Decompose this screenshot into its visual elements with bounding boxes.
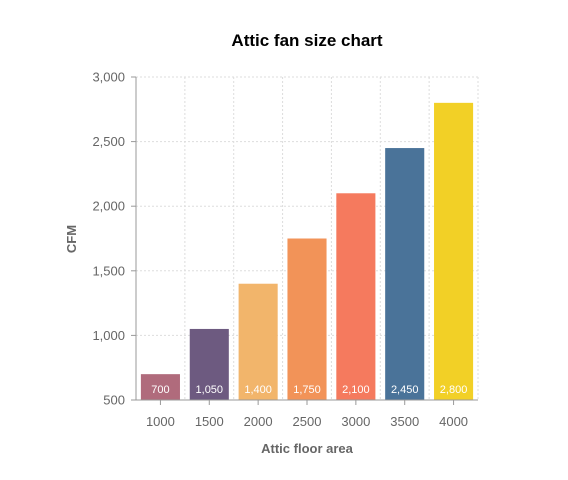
bar-1000	[140, 374, 180, 400]
bar-2500	[287, 238, 327, 400]
data-label: 2,450	[391, 384, 419, 396]
y-tick-label: 3,000	[92, 70, 125, 85]
y-tick-label: 2,000	[92, 199, 125, 214]
bars	[140, 102, 474, 400]
bar-3000	[336, 193, 376, 400]
x-axis-title: Attic floor area	[261, 441, 354, 456]
bar-2000	[238, 283, 278, 400]
y-axis-title: CFM	[64, 225, 79, 253]
data-label: 1,750	[293, 384, 321, 396]
y-tick-label: 1,500	[92, 263, 125, 278]
data-label: 2,100	[342, 384, 370, 396]
bar-3500	[385, 148, 425, 400]
data-label: 1,400	[244, 384, 272, 396]
x-tick-label: 1500	[195, 414, 224, 429]
x-tick-label: 3000	[341, 414, 370, 429]
bar-1500	[189, 328, 229, 400]
x-tick-label: 3500	[390, 414, 419, 429]
x-tick-label: 1000	[146, 414, 175, 429]
y-tick-label: 1,000	[92, 328, 125, 343]
bar-4000	[434, 102, 474, 400]
data-labels: 700 1,050 1,400 1,750 2,100 2,450 2,800	[151, 384, 467, 396]
x-tick-label: 4000	[439, 414, 468, 429]
chart-title: Attic fan size chart	[231, 31, 382, 50]
tick-labels: 500 1,000 1,500 2,000 2,500 3,000 1000 1500 2000…	[92, 70, 468, 430]
x-tick-label: 2500	[293, 414, 322, 429]
y-tick-label: 2,500	[92, 134, 125, 149]
y-tick-label: 500	[103, 393, 125, 408]
data-label: 2,800	[440, 384, 468, 396]
data-label: 700	[151, 384, 169, 396]
axes	[131, 76, 478, 405]
x-tick-label: 2000	[244, 414, 273, 429]
data-label: 1,050	[196, 384, 224, 396]
